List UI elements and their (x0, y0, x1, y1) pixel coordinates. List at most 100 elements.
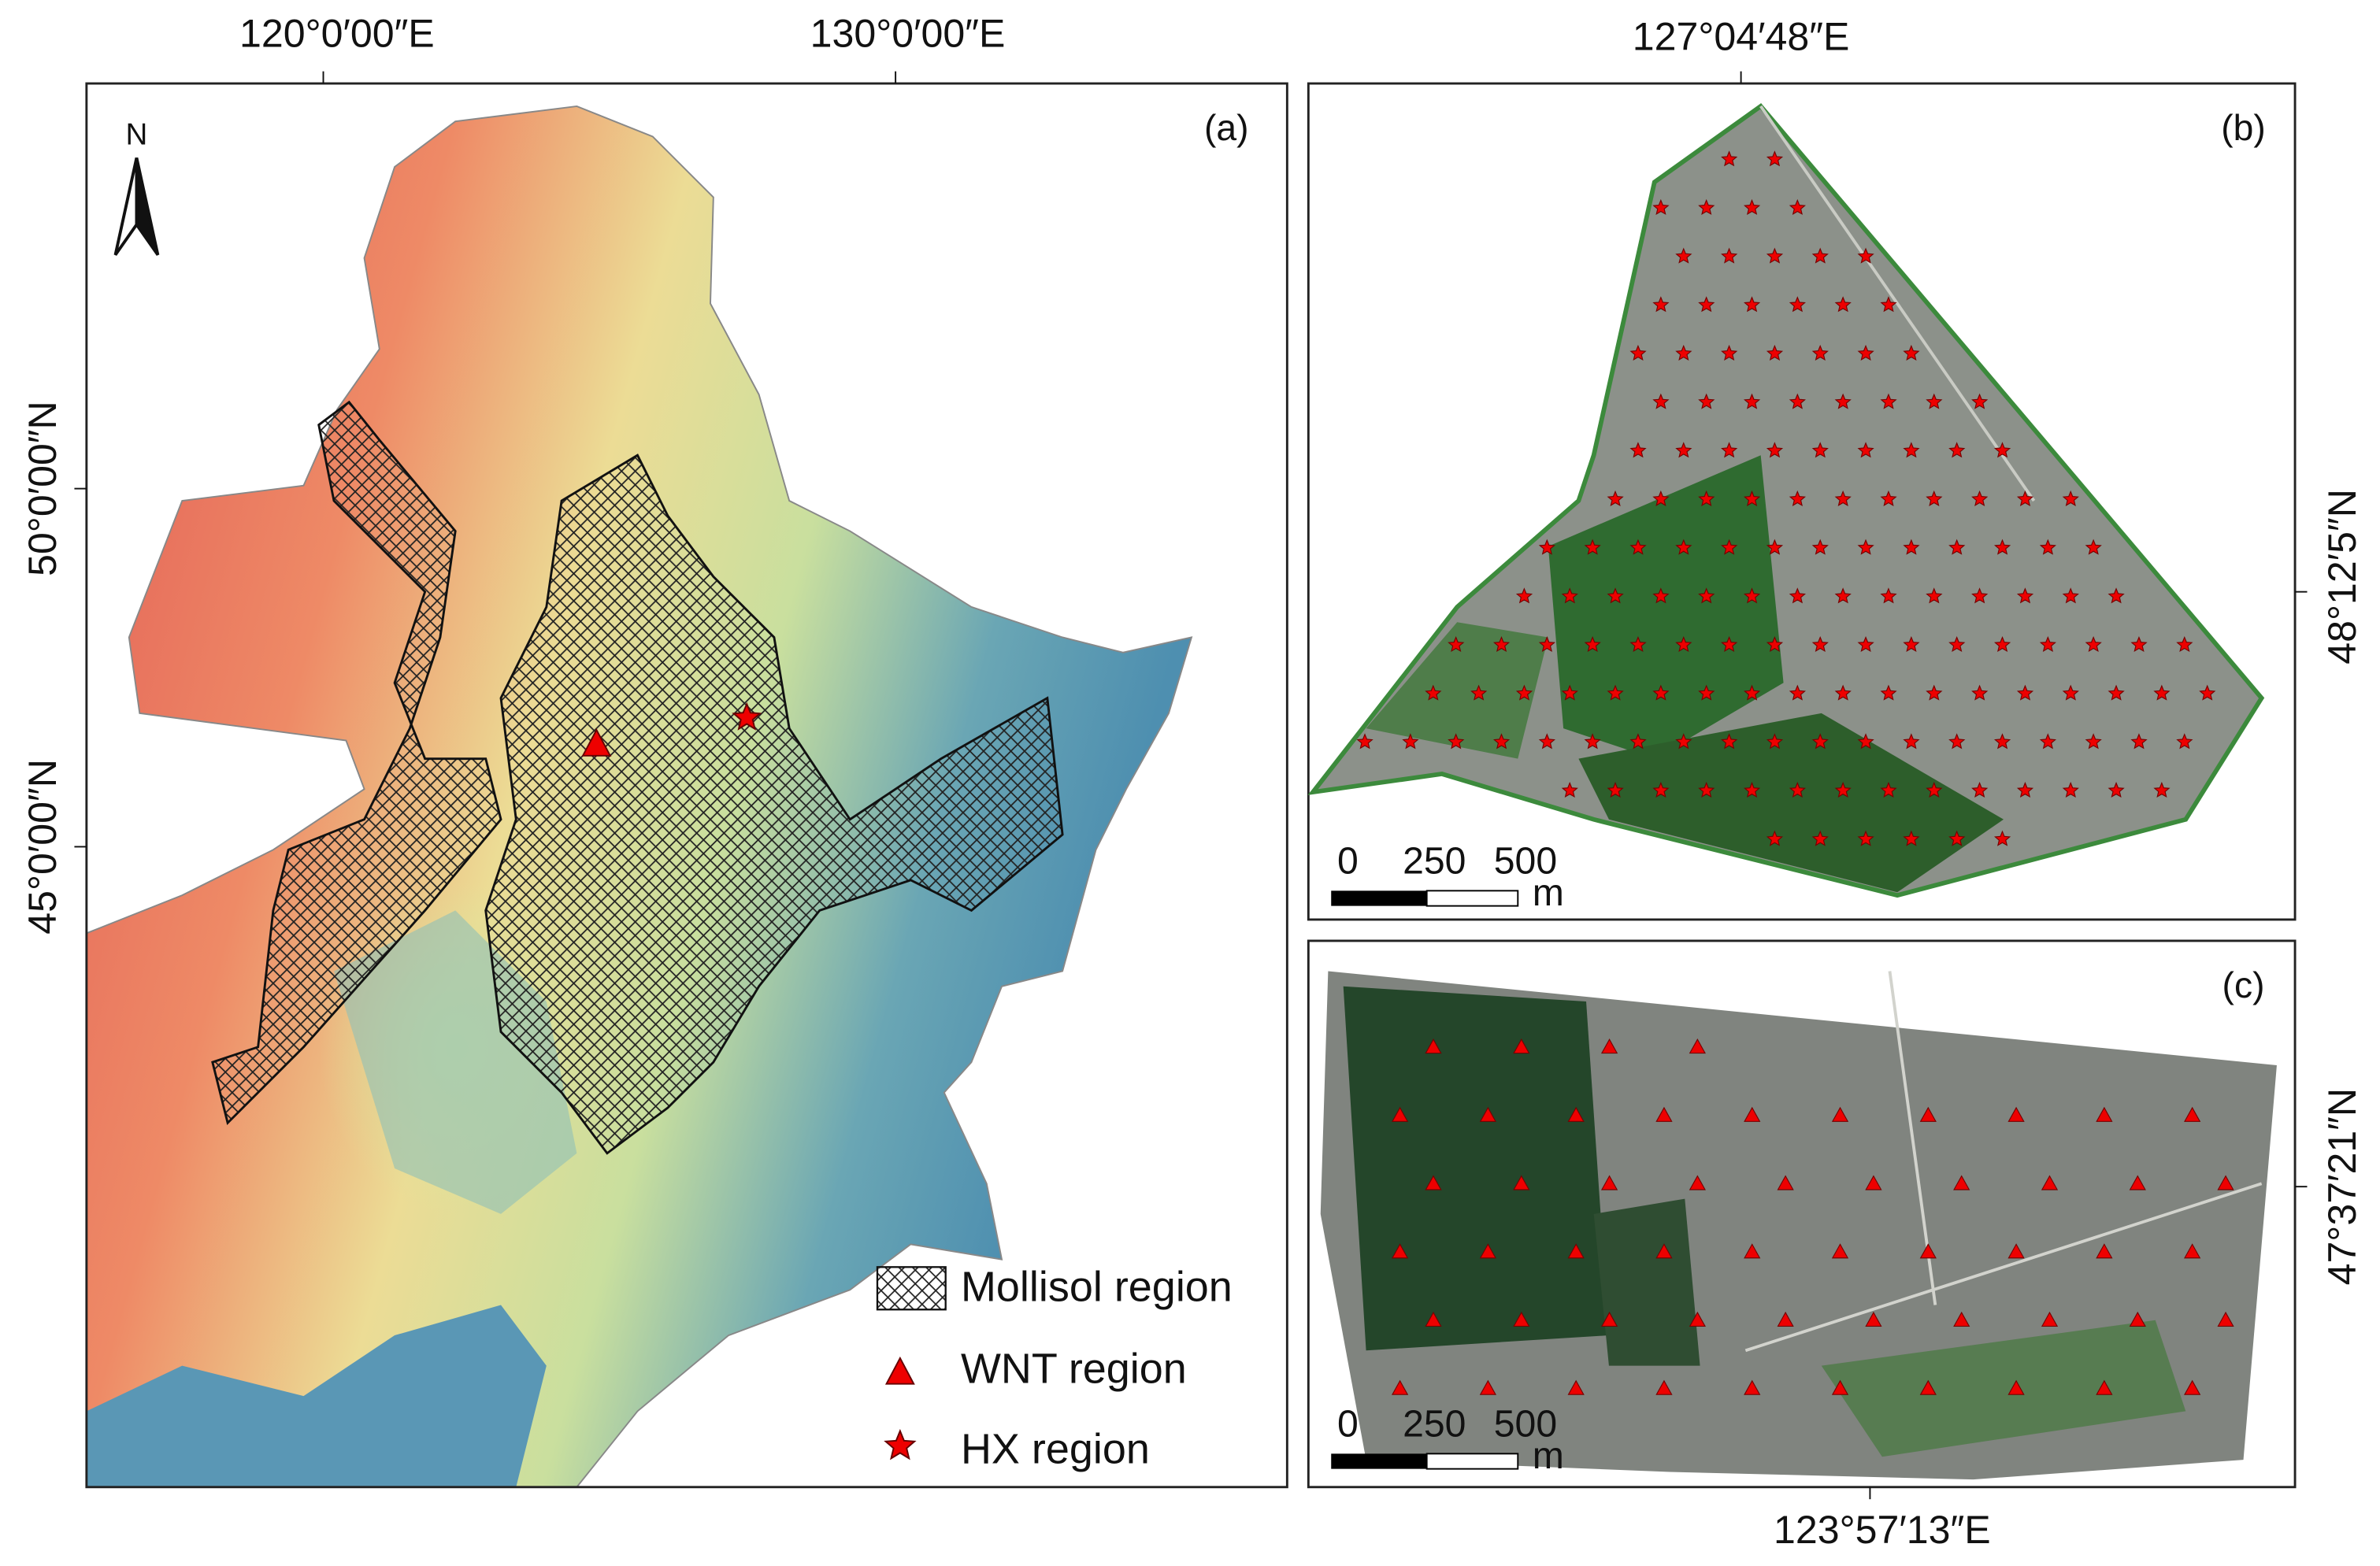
forest (1578, 713, 2004, 893)
sample-point (1698, 684, 1715, 701)
sample-point (1777, 1175, 1794, 1190)
grass (1821, 1320, 2186, 1457)
sample-point (1811, 344, 1829, 361)
sample-point (1834, 587, 1852, 604)
sample-point (1479, 1379, 1497, 1395)
sample-point (1689, 1038, 1706, 1054)
sample-point (1766, 830, 1784, 846)
sample-point (1789, 587, 1806, 604)
sample-point (2007, 1379, 2025, 1395)
sample-point (1880, 684, 1897, 701)
sample-point (1743, 587, 1761, 604)
sample-point (2129, 1175, 2146, 1190)
sample-point (1538, 539, 1555, 555)
sample-point (1971, 490, 1989, 506)
sample-point (1652, 393, 1670, 409)
sample-point (1919, 1379, 1937, 1395)
sample-point (1857, 830, 1874, 846)
legend-swatch (876, 1266, 947, 1311)
sample-point (1831, 1379, 1849, 1395)
sample-point (1811, 247, 1829, 264)
sample-point (2016, 490, 2034, 506)
sample-point (1919, 1243, 1937, 1259)
sample-point (1880, 781, 1897, 798)
sample-point (1448, 635, 1465, 653)
sample-point (1948, 442, 1966, 458)
sample-point (1698, 198, 1715, 215)
sample-point (1675, 344, 1692, 361)
sample-point (2108, 781, 2125, 798)
sample-point (1607, 587, 1624, 604)
sample-point (1857, 344, 1874, 361)
lon-label: 130°0′00″E (810, 12, 1006, 56)
sample-point (1479, 1106, 1497, 1122)
sample-point (1675, 247, 1692, 264)
lat-label: 48°12′5″N (2320, 489, 2364, 665)
field-image (1307, 103, 2265, 898)
sample-point (1721, 442, 1738, 458)
sample-point (1743, 296, 1761, 313)
sample-point (1857, 635, 1874, 653)
sample-point (1675, 635, 1692, 653)
sample-point (2176, 733, 2193, 750)
scale-label: m (1533, 872, 1564, 914)
sample-point (2153, 684, 2171, 701)
lat-label: 50°0′00″N (20, 401, 65, 576)
sample-point (2184, 1243, 2201, 1259)
sample-point (1789, 490, 1806, 506)
sample-point (1948, 539, 1966, 555)
sample-point (2130, 733, 2148, 750)
sample-point (1513, 1175, 1530, 1190)
sample-point (2217, 1175, 2234, 1190)
panel-c: (c) 123°57′13″E 47°37′21″N 0 250 500 m (1307, 939, 2364, 1552)
sample-point (1698, 587, 1715, 604)
sample-point (1425, 684, 1442, 701)
sample-point (1831, 1243, 1849, 1259)
sample-point (1743, 684, 1761, 701)
sample-point (1689, 1311, 1706, 1327)
sample-point (2039, 539, 2056, 555)
sample-point (1629, 442, 1647, 458)
sample-point (1811, 539, 1829, 555)
sample-point (1811, 733, 1829, 750)
sample-point (1993, 830, 2011, 846)
sample-point (2007, 1106, 2025, 1122)
sample-point (1561, 684, 1578, 701)
sample-point (1766, 247, 1784, 264)
sample-point (1652, 587, 1670, 604)
sample-point (2085, 635, 2102, 653)
sample-point (1515, 684, 1533, 701)
sample-point (1561, 587, 1578, 604)
sample-point (1744, 1243, 1761, 1259)
scale-label: 250 (1403, 1402, 1466, 1445)
sample-point (1652, 490, 1670, 506)
sample-point (1607, 781, 1624, 798)
forest (1593, 1198, 1700, 1366)
sample-point (1629, 344, 1647, 361)
sample-point (2062, 587, 2079, 604)
sample-point (1789, 781, 1806, 798)
sample-point (1629, 635, 1647, 653)
sample-point (1834, 490, 1852, 506)
sample-point (1607, 490, 1624, 506)
scale-label: 500 (1494, 839, 1557, 882)
sample-point (1655, 1243, 1673, 1259)
sample-point (2153, 781, 2171, 798)
lon-label: 123°57′13″E (1774, 1508, 1991, 1552)
sample-point (2085, 733, 2102, 750)
sample-point (1743, 490, 1761, 506)
sample-point (1743, 393, 1761, 409)
sample-point (1492, 733, 1511, 750)
sample-point (1391, 1379, 1409, 1395)
sample-point (2199, 684, 2216, 701)
sample-point (1655, 1106, 1673, 1122)
sample-point (1903, 539, 1920, 555)
sample-point (1903, 830, 1920, 846)
sample-point (1857, 247, 1874, 264)
north-arrow (135, 157, 160, 256)
sea (86, 1305, 547, 1487)
sample-point (1698, 490, 1715, 506)
sample-point (1538, 635, 1555, 653)
sample-point (2108, 684, 2125, 701)
sample-point (1766, 150, 1784, 167)
